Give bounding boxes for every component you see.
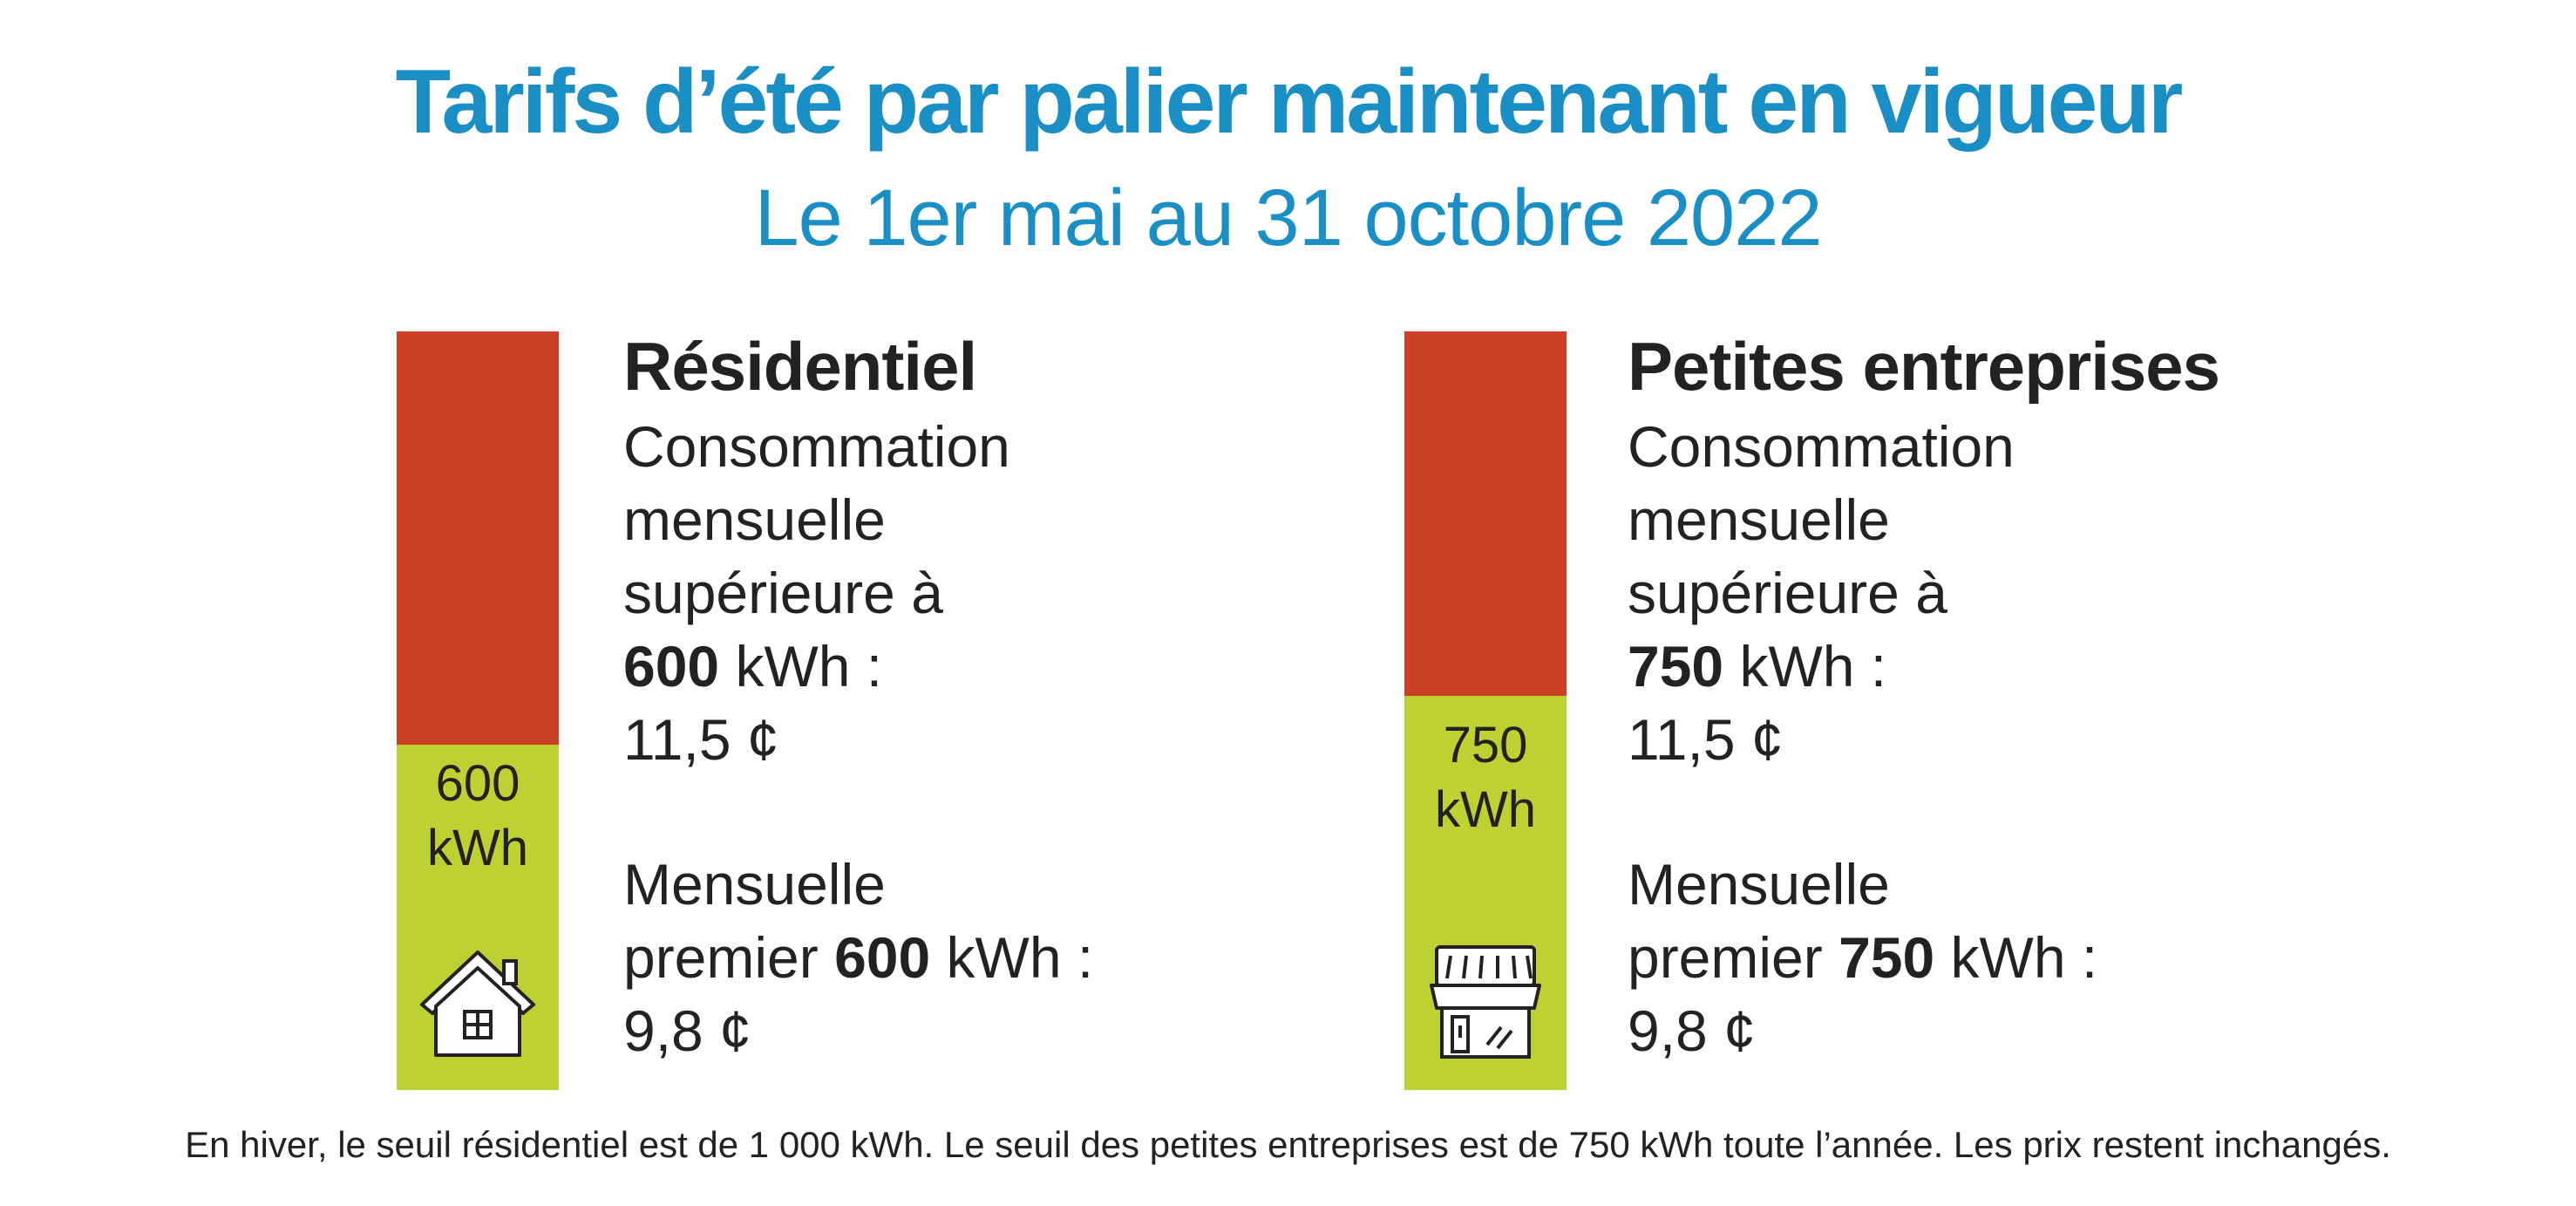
residential-upper-value: 600 xyxy=(623,634,720,698)
residential-upper-line1: Consommation xyxy=(623,414,1010,479)
residential-tier-bar: 600 kWh xyxy=(397,331,559,1090)
residential-threshold-value: 600 xyxy=(435,755,520,812)
business-lower-threshold: premier 750 kWh : xyxy=(1628,921,2219,994)
business-upper-line2: mensuelle xyxy=(1628,487,1890,552)
business-lower-value: 750 xyxy=(1839,925,1935,990)
residential-upper-line2: mensuelle xyxy=(623,487,886,552)
residential-upper-threshold: 600 kWh : xyxy=(623,630,1093,703)
business-tier-bar: 750 kWh xyxy=(1404,331,1567,1090)
business-threshold-label: 750 kWh xyxy=(1404,713,1567,842)
business-upper-line3: supérieure à xyxy=(1628,561,1947,625)
business-upper-tier-segment xyxy=(1404,331,1567,696)
page-title: Tarifs d’été par palier maintenant en vi… xyxy=(395,51,2184,153)
business-description: Petites entreprises Consommation mensuel… xyxy=(1628,323,2220,1067)
residential-lower-line1: Mensuelle xyxy=(623,852,886,916)
residential-lower-threshold: premier 600 kWh : xyxy=(623,921,1093,994)
business-threshold-value: 750 xyxy=(1443,717,1528,773)
business-upper-price: 11,5 ¢ xyxy=(1628,707,1784,772)
business-upper-threshold: 750 kWh : xyxy=(1628,630,2219,703)
residential-upper-unit: kWh : xyxy=(719,634,883,698)
business-lower-prefix: premier xyxy=(1628,925,1839,990)
footnote: En hiver, le seuil résidentiel est de 1 … xyxy=(185,1124,2391,1165)
business-upper-unit: kWh : xyxy=(1723,634,1887,698)
residential-heading: Résidentiel xyxy=(623,328,977,405)
page-subtitle: Le 1er mai au 31 octobre 2022 xyxy=(754,174,1822,262)
business-upper-line1: Consommation xyxy=(1628,414,2015,479)
residential-upper-tier-segment xyxy=(397,331,559,745)
residential-lower-unit: kWh : xyxy=(930,925,1094,990)
residential-lower-price: 9,8 ¢ xyxy=(623,998,751,1063)
residential-lower-prefix: premier xyxy=(623,925,835,990)
residential-upper-line3: supérieure à xyxy=(623,561,943,625)
business-lower-unit: kWh : xyxy=(1934,925,2098,990)
residential-upper-price: 11,5 ¢ xyxy=(623,707,779,772)
business-threshold-unit: kWh xyxy=(1435,781,1536,838)
business-lower-tier-segment: 750 kWh xyxy=(1404,696,1567,1090)
residential-lower-value: 600 xyxy=(834,925,931,990)
residential-description: Résidentiel Consommation mensuelle supér… xyxy=(623,323,1093,1067)
business-upper-value: 750 xyxy=(1628,634,1724,698)
house-icon xyxy=(420,950,535,1057)
residential-threshold-label: 600 kWh xyxy=(397,752,559,881)
business-lower-price: 9,8 ¢ xyxy=(1628,998,1756,1063)
residential-lower-tier-segment: 600 kWh xyxy=(397,745,559,1090)
residential-threshold-unit: kWh xyxy=(427,820,528,876)
storefront-icon xyxy=(1430,945,1541,1059)
business-lower-line1: Mensuelle xyxy=(1628,852,1890,916)
business-heading: Petites entreprises xyxy=(1628,328,2220,405)
